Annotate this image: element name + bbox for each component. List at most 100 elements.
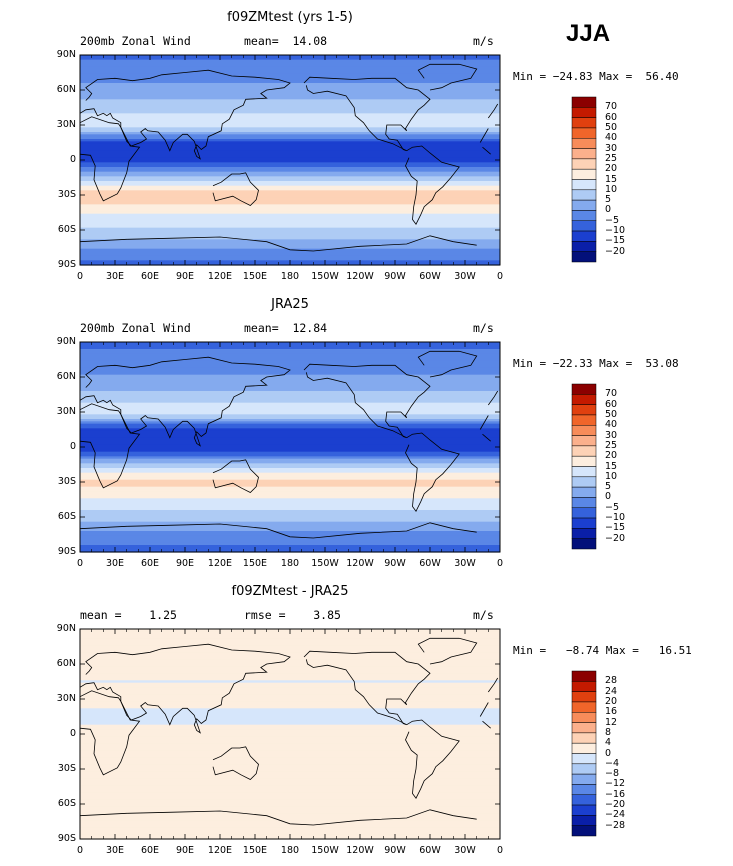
- colorbar-swatch: [571, 732, 597, 744]
- contour-band: [80, 638, 500, 642]
- colorbar-level-label: 70: [605, 101, 618, 113]
- contour-band: [80, 83, 500, 86]
- contour-band: [80, 428, 500, 432]
- y-tick-label: 0: [69, 728, 76, 739]
- contour-band: [80, 69, 500, 72]
- x-tick-label: 150W: [311, 271, 339, 282]
- contour-band: [80, 783, 500, 786]
- colorbar-level-label: 0: [605, 491, 612, 503]
- x-tick-label: 30W: [454, 271, 476, 282]
- contour-band: [80, 498, 500, 502]
- contour-band: [80, 167, 500, 170]
- contour-band: [80, 244, 500, 247]
- contour-band: [80, 216, 500, 219]
- y-tick-label: 60S: [57, 511, 76, 522]
- contour-band: [80, 722, 500, 726]
- contour-band: [80, 155, 500, 159]
- coastline: [212, 459, 259, 493]
- x-tick-label: 60E: [140, 558, 160, 569]
- colorbar-swatch: [571, 712, 597, 723]
- contour-band: [80, 505, 500, 509]
- contour-band: [80, 136, 500, 140]
- contour-band: [80, 797, 500, 800]
- x-tick-label: 90E: [175, 558, 195, 569]
- contour-band: [80, 724, 500, 728]
- colorbar-level-label: 25: [605, 439, 618, 451]
- contour-band: [80, 636, 500, 639]
- contour-band: [80, 531, 500, 534]
- colorbar-level-label: 15: [605, 173, 618, 185]
- y-tick-label: 90S: [57, 833, 76, 844]
- contour-band: [80, 750, 500, 754]
- x-tick-label: 0: [496, 271, 504, 282]
- y-tick-label: 60S: [57, 798, 76, 809]
- colorbar-level-label: −10: [605, 225, 626, 237]
- x-tick-label: 90W: [384, 845, 406, 856]
- contour-band: [80, 253, 500, 257]
- contour-band: [80, 643, 500, 646]
- x-tick-label: 30E: [105, 558, 125, 569]
- contour-band: [80, 426, 500, 429]
- contour-band: [80, 776, 500, 779]
- contour-band: [80, 160, 500, 163]
- contour-band: [80, 738, 500, 742]
- contour-band: [80, 388, 500, 392]
- contour-band: [80, 232, 500, 236]
- contour-band: [80, 181, 500, 184]
- contour-band: [80, 430, 500, 434]
- x-tick-label: 180: [280, 558, 300, 569]
- contour-band: [80, 710, 500, 714]
- colorbar-swatch: [571, 804, 597, 816]
- x-tick-label: 90W: [384, 558, 406, 569]
- contour-band: [80, 85, 500, 89]
- y-tick-label: 60N: [56, 658, 76, 669]
- contour-band: [80, 493, 500, 497]
- colorbar: [571, 96, 597, 263]
- colorbar-swatch: [571, 701, 597, 713]
- contour-band: [80, 694, 500, 698]
- contour-band: [80, 673, 500, 677]
- contour-band: [80, 801, 500, 805]
- y-tick-label: 30N: [56, 119, 76, 130]
- y-tick-label: 30N: [56, 406, 76, 417]
- contour-band: [80, 785, 500, 789]
- contour-band: [80, 414, 500, 418]
- contour-band: [80, 818, 500, 821]
- contour-band: [80, 727, 500, 730]
- coastline: [303, 650, 431, 726]
- contour-band: [80, 419, 500, 422]
- x-tick-label: 150E: [242, 845, 268, 856]
- contour-band: [80, 510, 500, 513]
- x-tick-label: 90E: [175, 271, 195, 282]
- contour-band: [80, 444, 500, 448]
- contour-band: [80, 374, 500, 378]
- coastline: [303, 76, 431, 152]
- contour-band: [80, 400, 500, 404]
- y-tick-label: 0: [69, 154, 76, 165]
- contour-band: [80, 239, 500, 243]
- contour-band: [80, 533, 500, 537]
- contour-band: [80, 176, 500, 180]
- coastline: [212, 172, 259, 206]
- contour-band: [80, 381, 500, 385]
- x-tick-label: 0: [76, 558, 84, 569]
- coastline: [79, 690, 491, 776]
- contour-band: [80, 496, 500, 499]
- contour-band: [80, 675, 500, 679]
- contour-band: [80, 199, 500, 203]
- contour-band: [80, 416, 500, 420]
- contour-band: [80, 447, 500, 450]
- contour-band: [80, 500, 500, 504]
- y-tick-label: 90N: [56, 623, 76, 634]
- colorbar-level-label: 60: [605, 398, 618, 410]
- contour-band: [80, 748, 500, 751]
- contour-band: [80, 132, 500, 135]
- colorbar-swatch: [571, 691, 597, 703]
- contour-band: [80, 356, 500, 359]
- colorbar-level-label: 16: [605, 706, 618, 718]
- contour-band: [80, 395, 500, 399]
- colorbar-level-label: 5: [605, 481, 612, 493]
- contour-band: [80, 489, 500, 492]
- y-tick-label: 60N: [56, 84, 76, 95]
